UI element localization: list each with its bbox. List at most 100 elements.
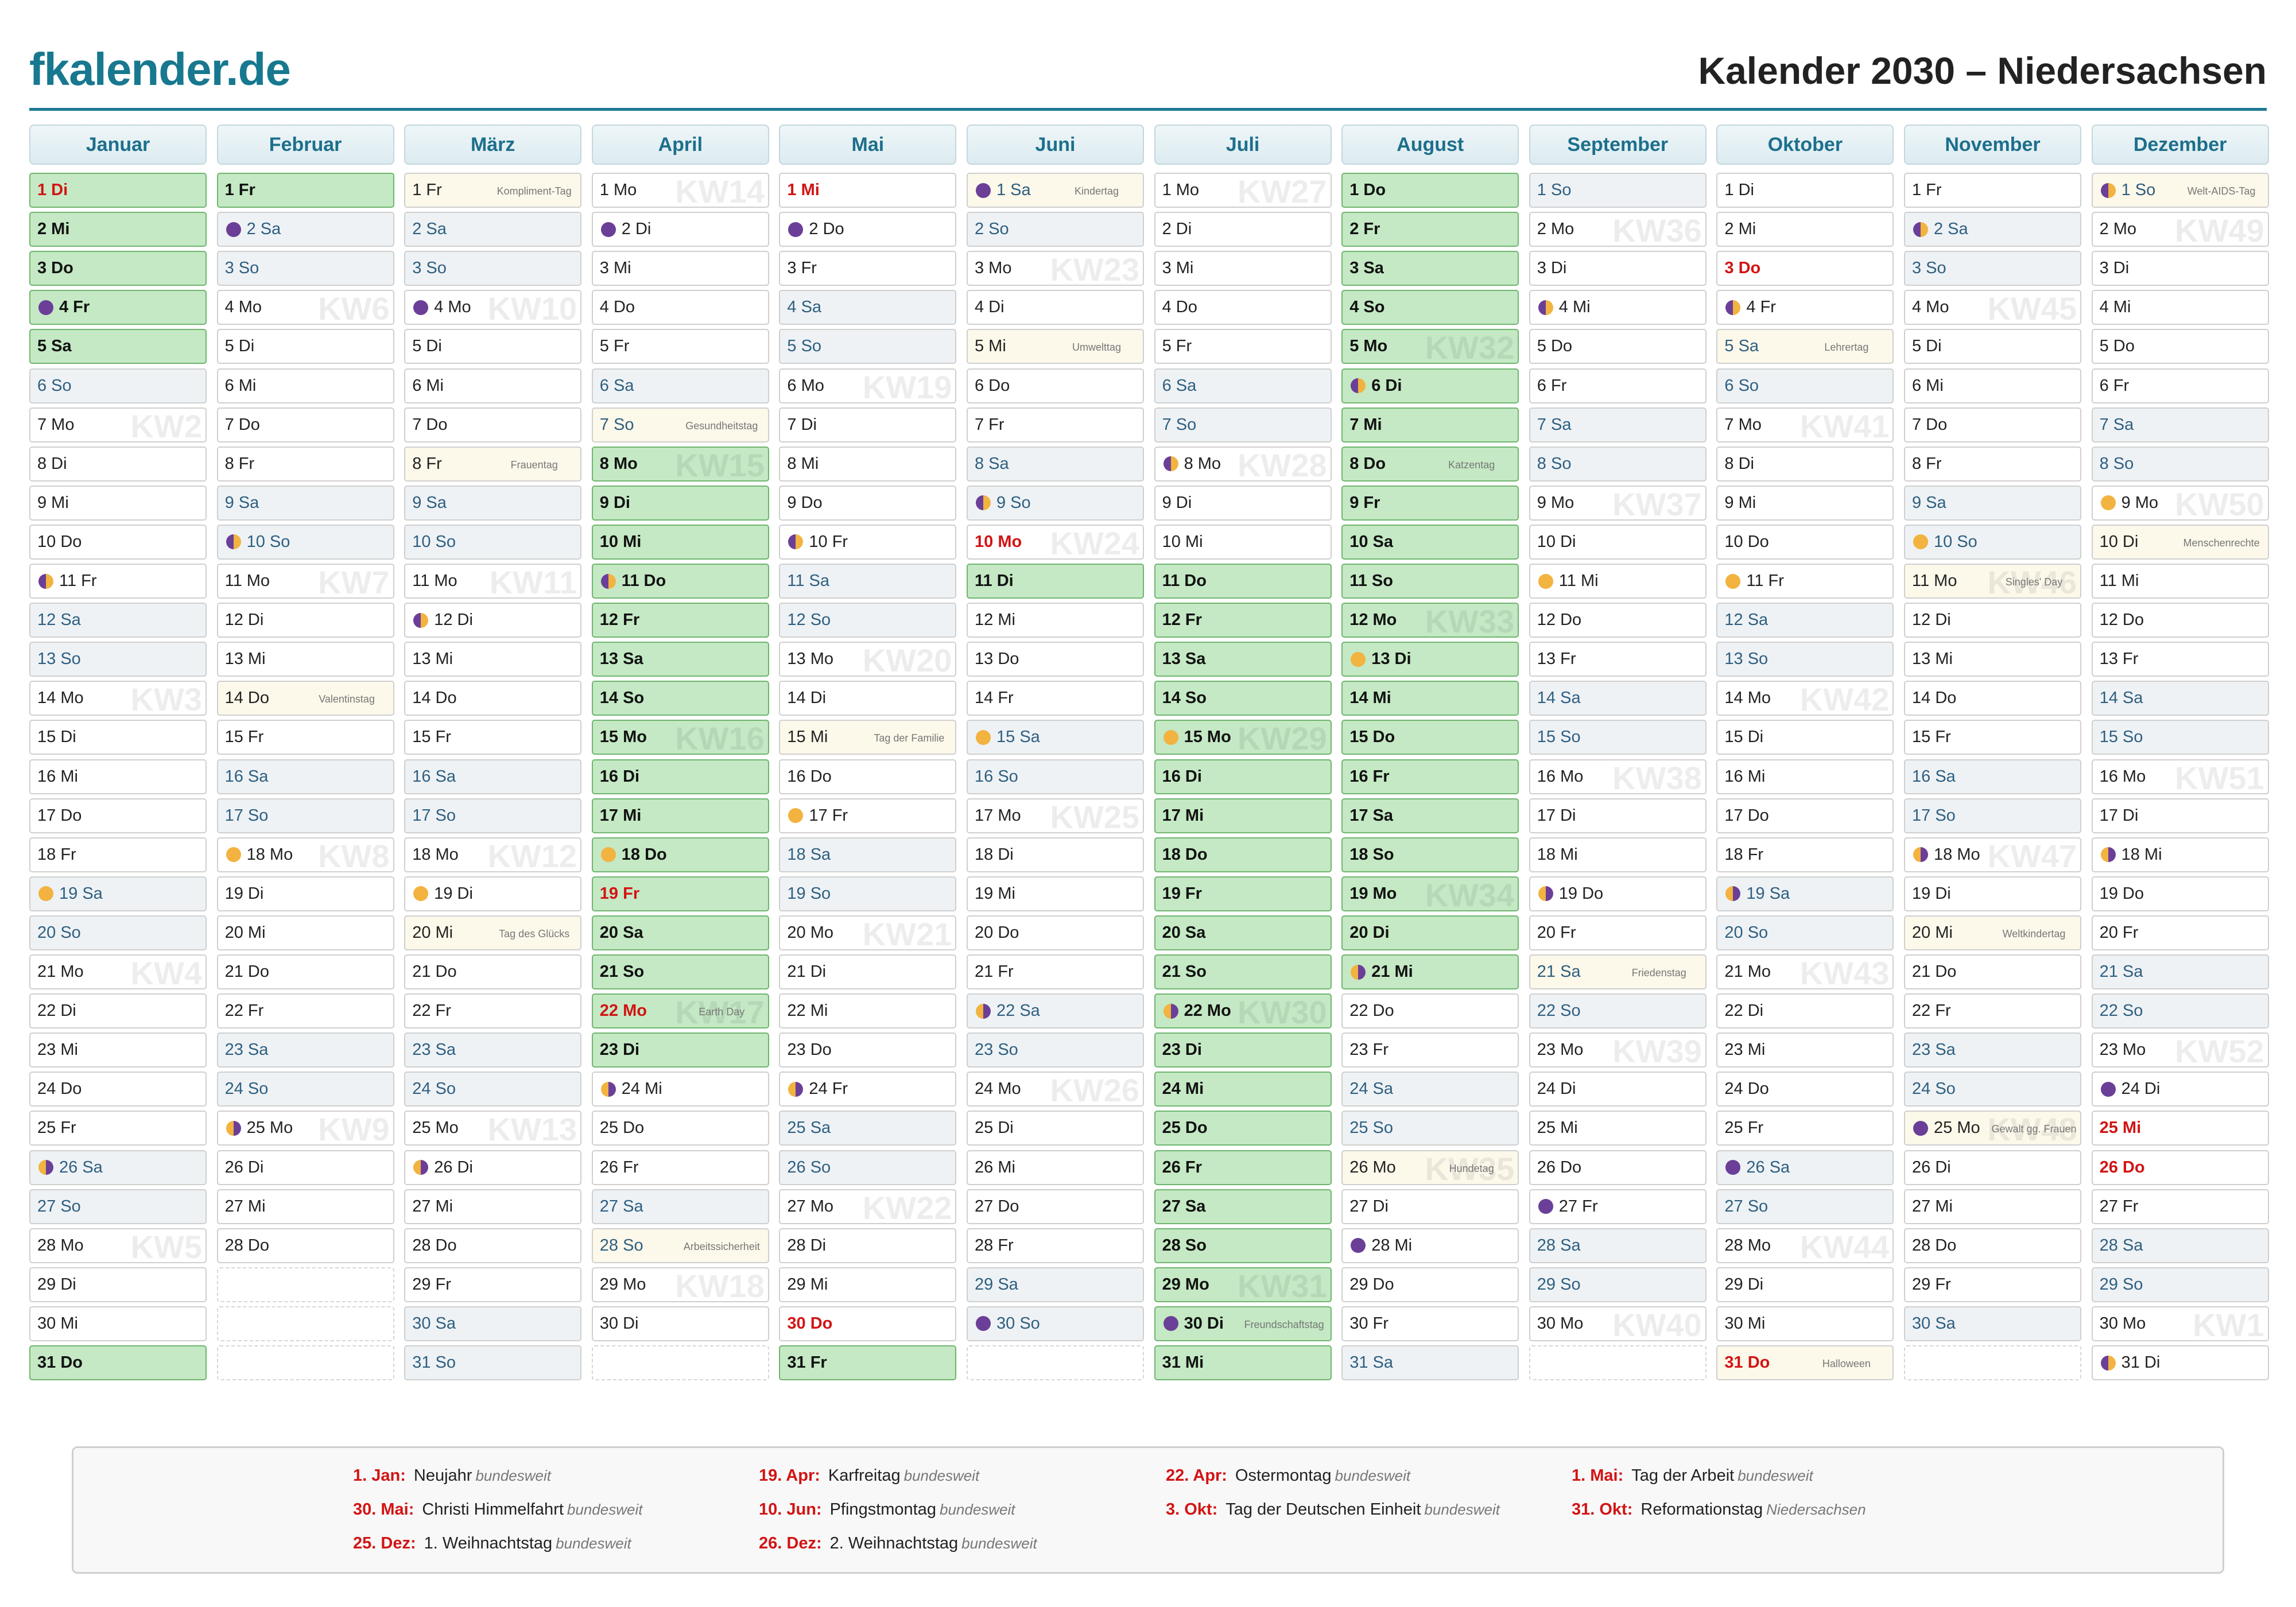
day-label: 27 Mi [412,1197,453,1216]
day-label: 16 Mo [1537,767,1584,786]
day-label: 15 So [2099,728,2143,747]
moon-icon [1163,1316,1178,1332]
day-cell: 29 Fr [404,1267,582,1302]
day-cell: 8 So [1529,446,1707,482]
week-number: KW38 [1612,759,1702,794]
logo: fkalender.de [29,44,291,95]
day-cell: 4 Mi [2091,290,2269,325]
day-cell: Gesundheitstag 7 So [591,407,769,442]
day-label: 18 So [1349,845,1394,864]
day-label: 11 Fr [1746,572,1784,590]
day-cell: 3 So [404,251,582,286]
day-cell: 12 Di [404,603,582,638]
day-cell: 28 So [1154,1228,1332,1263]
day-cell: 9 Do [779,485,957,521]
day-cell: 17 Sa [1341,798,1519,833]
day-label: 9 Sa [224,493,259,512]
day-cell: 21 Sa [2091,954,2269,989]
day-label: 23 Mi [1724,1041,1766,1059]
day-label: 21 Sa [1537,962,1581,981]
moon-icon [1913,534,1929,550]
day-label: 4 Fr [1746,298,1776,317]
day-note: Welt-AIDS-Tag [2187,185,2256,197]
day-cell: 18 Do [591,837,769,872]
day-note: Freundschaftstag [1244,1318,1324,1330]
day-label: 4 Mo [434,298,471,317]
day-cell: 20 Mi [216,915,394,950]
holiday-name: Reformationstag [1640,1500,1763,1519]
day-label: 25 Mo [1934,1119,1980,1138]
day-cell: 20 Sa [1154,915,1332,950]
day-label: 27 Di [1349,1197,1389,1216]
day-cell: 9 Sa [404,485,582,521]
day-label: 22 Fr [1912,1002,1951,1020]
holiday-legend: 1. Jan: Neujahr bundesweit 19. Apr: Karfreit… [72,1446,2224,1574]
day-label: 1 So [2121,181,2156,199]
day-cell: 26 So [779,1150,957,1185]
day-label: 12 Fr [599,611,640,630]
day-cell: 24 Mi [591,1072,769,1107]
day-cell: 22 Sa [967,993,1144,1029]
day-cell: 27 So [29,1189,207,1224]
holiday-scope: bundesweit [475,1467,551,1484]
day-cell: 30 Mi [1716,1306,1894,1341]
day-cell: 20 So [29,915,207,950]
day-label: 26 Do [1537,1158,1582,1177]
holiday-scope: bundesweit [1424,1501,1500,1518]
day-cell: 7 Sa [2091,407,2269,442]
day-cell: 11 Sa [779,564,957,599]
day-label: 23 Di [599,1041,640,1059]
day-cell: 15 Do [1341,720,1519,755]
day-label: 23 Fr [1349,1041,1389,1059]
week-number: KW16 [675,720,765,755]
empty-day [1529,1345,1707,1380]
day-label: 15 Di [37,728,76,747]
day-cell: 17 Di [2091,798,2269,833]
day-cell: KW7 11 Mo [216,564,394,599]
day-cell: 27 Sa [1154,1189,1332,1224]
day-label: 10 Mo [975,532,1022,551]
day-cell: 12 Di [216,603,394,638]
day-cell: 2 So [967,212,1144,247]
day-label: 11 Mo [224,572,270,590]
day-label: 17 Do [37,806,82,825]
day-label: 1 Fr [1912,181,1942,199]
day-cell: 10 Di [1529,524,1707,560]
day-note: Hundetag [1449,1162,1494,1174]
holiday-entry: 30. Mai: Christi Himmelfahrt bundesweit [353,1500,642,1519]
month-header: Oktober [1716,125,1894,165]
day-cell: KW38 16 Mo [1529,759,1707,794]
day-label: 4 Di [975,298,1004,317]
day-cell: 6 Mi [1904,368,2081,403]
week-number: KW47 [1987,837,2077,872]
day-label: 12 Fr [1162,611,1202,630]
day-label: 8 So [2099,454,2134,473]
day-label: 7 Mo [1724,415,1762,434]
day-label: 14 Di [787,689,827,708]
day-label: 22 So [2099,1002,2143,1020]
day-cell: 10 So [1904,524,2081,560]
day-label: 3 Do [1724,259,1761,278]
day-cell: 31 Mi [1154,1345,1332,1380]
day-cell: 12 Do [1529,603,1707,638]
moon-icon [788,1081,804,1097]
day-cell: 20 So [1716,915,1894,950]
day-cell: 21 Fr [967,954,1144,989]
day-cell: 9 So [967,485,1144,521]
day-label: 15 Mo [599,728,647,747]
day-cell: 5 Fr [591,329,769,364]
day-label: 20 Di [1349,923,1390,942]
day-label: 29 Fr [412,1275,451,1294]
moon-icon [1725,886,1741,902]
day-label: 2 Mo [1537,220,1574,239]
day-label: 26 Di [1912,1158,1951,1177]
moon-icon [1913,222,1928,237]
day-label: 5 Sa [37,337,72,356]
day-cell: 16 So [967,759,1144,794]
week-number: KW26 [1050,1072,1139,1107]
day-cell: 14 Do [1904,681,2081,716]
day-cell: 6 Di [1341,368,1519,403]
day-cell: 28 Di [779,1228,957,1263]
week-number: KW24 [1050,525,1139,560]
day-cell: KW26 24 Mo [967,1072,1144,1107]
